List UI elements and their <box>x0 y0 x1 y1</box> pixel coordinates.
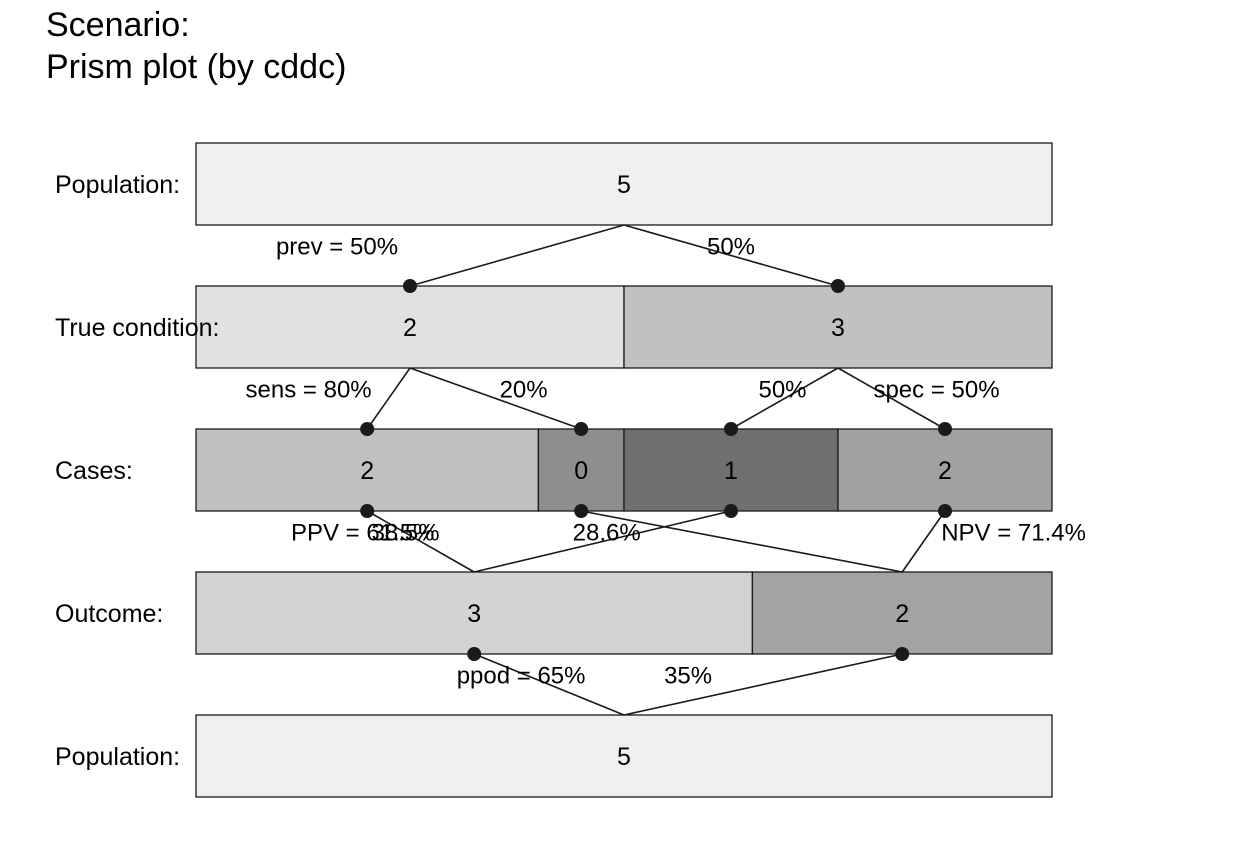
link-line-6 <box>366 510 475 573</box>
link-line-3 <box>409 367 582 430</box>
link-label-2: sens = 80% <box>246 377 372 404</box>
box-4-0 <box>195 714 1053 798</box>
link-line-5 <box>837 367 946 430</box>
box-value-3-1: 2 <box>895 600 909 628</box>
link-dot-2-2b <box>724 504 738 518</box>
box-3-1 <box>751 571 1053 655</box>
box-value-2-1: 0 <box>574 457 588 485</box>
link-label-10: ppod = 65% <box>457 663 586 690</box>
link-dot-2-1b <box>574 504 589 518</box>
box-value-2-0: 2 <box>360 457 374 485</box>
box-value-2-3: 2 <box>938 457 952 485</box>
link-dot-3-0b <box>467 647 482 661</box>
link-line-4 <box>730 367 839 430</box>
box-value-1-1: 3 <box>831 314 845 342</box>
link-dot-2-0t <box>360 422 375 436</box>
dots-layer <box>360 279 952 661</box>
link-label-8: 28.6% <box>573 520 641 547</box>
box-value-3-0: 3 <box>467 600 481 628</box>
link-label-11: 35% <box>664 663 712 690</box>
box-value-2-2: 1 <box>724 457 738 485</box>
link-dot-2-0b <box>360 504 375 518</box>
link-line-10 <box>473 653 625 716</box>
link-dot-2-1t <box>574 422 589 436</box>
link-labels-layer: prev = 50% 50% sens = 80% 20% 50% spec = 50% P… <box>246 234 1086 690</box>
link-label-3: 20% <box>500 377 548 404</box>
row-labels-layer: Population: True condition: Cases: Outcome:… <box>55 171 219 771</box>
diagram-title: Scenario: Prism plot (by cddc) <box>46 4 346 88</box>
box-value-1-0: 2 <box>403 314 417 342</box>
links-layer <box>366 224 946 716</box>
link-line-9 <box>901 510 946 573</box>
link-dot-2-2t <box>724 422 738 436</box>
link-label-9: NPV = 71.4% <box>941 520 1086 547</box>
link-line-7 <box>474 510 732 573</box>
link-line-2 <box>366 367 411 430</box>
link-dot-2-3t <box>938 422 952 436</box>
box-value-0-0: 5 <box>617 171 631 199</box>
link-label-0: prev = 50% <box>276 234 398 261</box>
boxes-layer: 5 2 3 2 0 1 2 3 2 5 <box>195 142 1053 798</box>
row-label-population: Population: <box>55 743 180 771</box>
link-label-1: 50% <box>707 234 755 261</box>
row-label-true-condition: True condition: <box>55 314 219 342</box>
title-line-2: Prism plot (by cddc) <box>46 48 347 86</box>
box-value-4-0: 5 <box>617 743 631 771</box>
link-label-4: 50% <box>758 377 806 404</box>
link-line-0 <box>409 224 625 287</box>
link-dot-1-1t <box>831 279 845 293</box>
link-label-7: 38.5% <box>372 520 440 547</box>
title-line-1: Scenario: <box>46 6 190 44</box>
link-dot-3-1b <box>895 647 910 661</box>
link-label-6: PPV = 61.5% <box>291 520 434 547</box>
row-label-outcome: Outcome: <box>55 600 163 628</box>
box-2-2 <box>623 428 839 512</box>
link-line-8 <box>581 510 903 573</box>
link-line-11 <box>623 653 903 716</box>
row-label-population: Population: <box>55 171 180 199</box>
box-2-0 <box>195 428 540 512</box>
link-line-1 <box>623 224 839 287</box>
link-dot-2-3b <box>938 504 952 518</box>
link-label-5: spec = 50% <box>873 377 999 404</box>
box-1-0 <box>195 285 625 369</box>
box-2-3 <box>837 428 1053 512</box>
box-3-0 <box>195 571 754 655</box>
link-dot-1-0t <box>403 279 417 293</box>
row-label-cases: Cases: <box>55 457 133 485</box>
